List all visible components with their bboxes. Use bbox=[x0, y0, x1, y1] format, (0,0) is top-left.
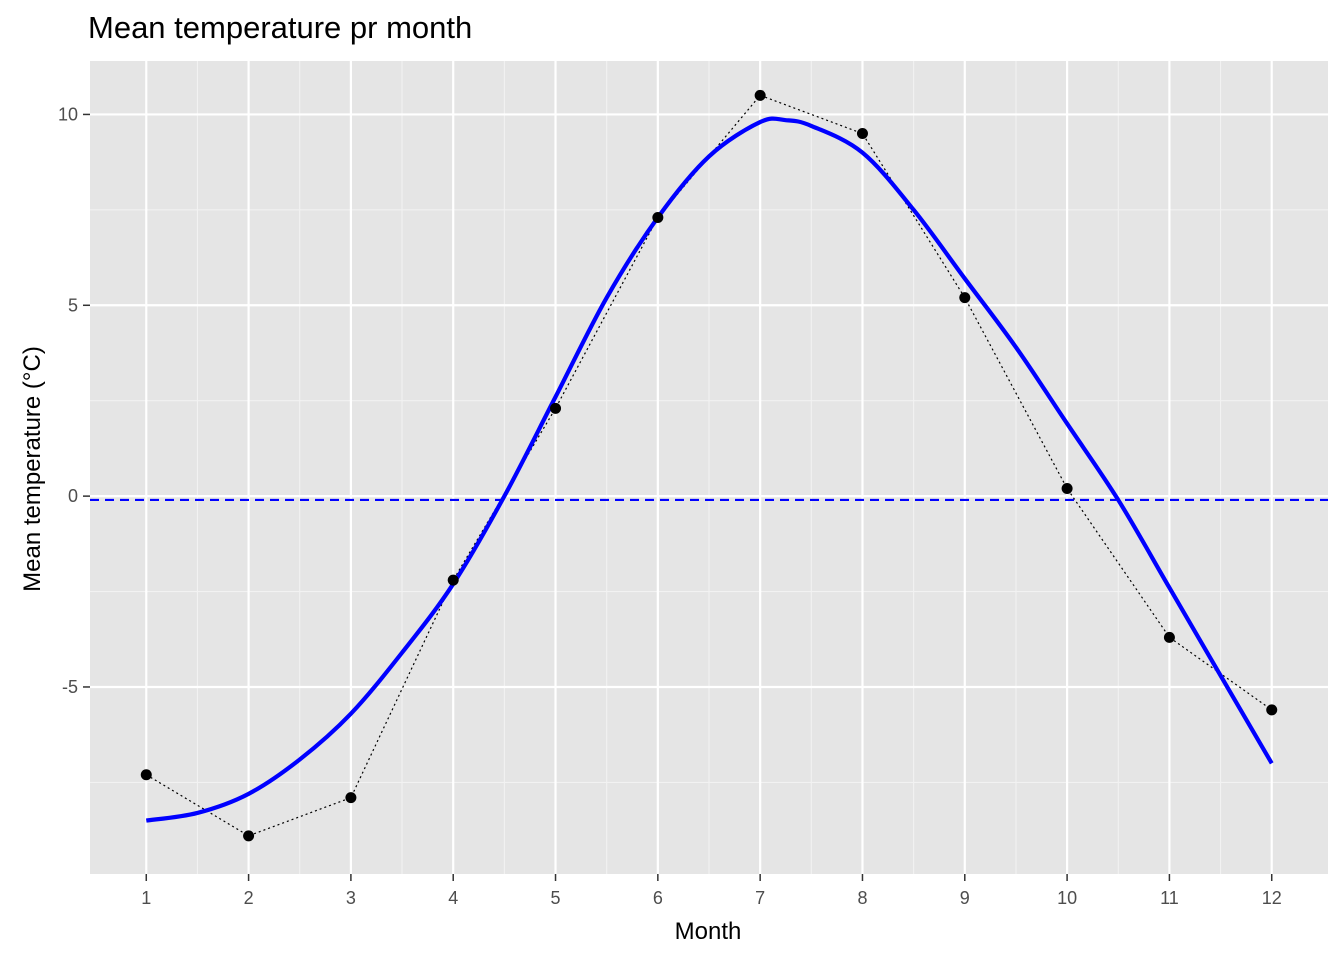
data-point-month-3 bbox=[345, 792, 357, 804]
x-tick-label: 5 bbox=[551, 888, 561, 908]
smooth-trend-line bbox=[145, 116, 1274, 823]
data-point-month-6 bbox=[652, 211, 664, 223]
x-tick-label: 1 bbox=[141, 888, 151, 908]
x-tick-label: 8 bbox=[857, 888, 867, 908]
x-tick-label: 3 bbox=[346, 888, 356, 908]
y-tick-label: -5 bbox=[62, 677, 78, 697]
x-tick-label: 11 bbox=[1160, 888, 1179, 908]
chart-title: Mean temperature pr month bbox=[88, 10, 472, 45]
x-tick-label: 9 bbox=[960, 888, 970, 908]
observed-dotted-line bbox=[145, 94, 1273, 837]
data-point-month-4 bbox=[447, 574, 459, 586]
series-lines bbox=[145, 94, 1274, 837]
x-tick-label: 2 bbox=[244, 888, 254, 908]
data-point-month-12 bbox=[1266, 704, 1278, 716]
x-tick-label: 6 bbox=[653, 888, 663, 908]
data-points bbox=[140, 89, 1278, 842]
y-axis: -5 0 5 10 bbox=[58, 104, 90, 697]
y-tick-label: 10 bbox=[58, 104, 78, 124]
y-tick-label: 5 bbox=[68, 295, 78, 315]
y-axis-title: Mean temperature (°C) bbox=[19, 346, 46, 592]
data-point-month-8 bbox=[856, 128, 868, 140]
data-point-month-2 bbox=[243, 830, 255, 842]
y-tick-label: 0 bbox=[68, 486, 78, 506]
x-tick-label: 10 bbox=[1057, 888, 1077, 908]
grid-minor bbox=[90, 61, 1328, 874]
grid-major bbox=[90, 61, 1328, 874]
x-tick-label: 4 bbox=[448, 888, 458, 908]
x-tick-label: 7 bbox=[755, 888, 765, 908]
data-point-month-10 bbox=[1061, 482, 1073, 494]
data-point-month-9 bbox=[959, 292, 971, 304]
data-point-month-7 bbox=[754, 89, 766, 101]
x-tick-label: 12 bbox=[1262, 888, 1282, 908]
data-point-month-1 bbox=[140, 769, 152, 781]
x-axis: 1 2 3 4 5 6 7 8 9 10 11 12 bbox=[141, 874, 1282, 908]
data-point-month-5 bbox=[550, 402, 562, 414]
data-point-month-11 bbox=[1163, 631, 1175, 643]
x-axis-title: Month bbox=[675, 918, 742, 945]
